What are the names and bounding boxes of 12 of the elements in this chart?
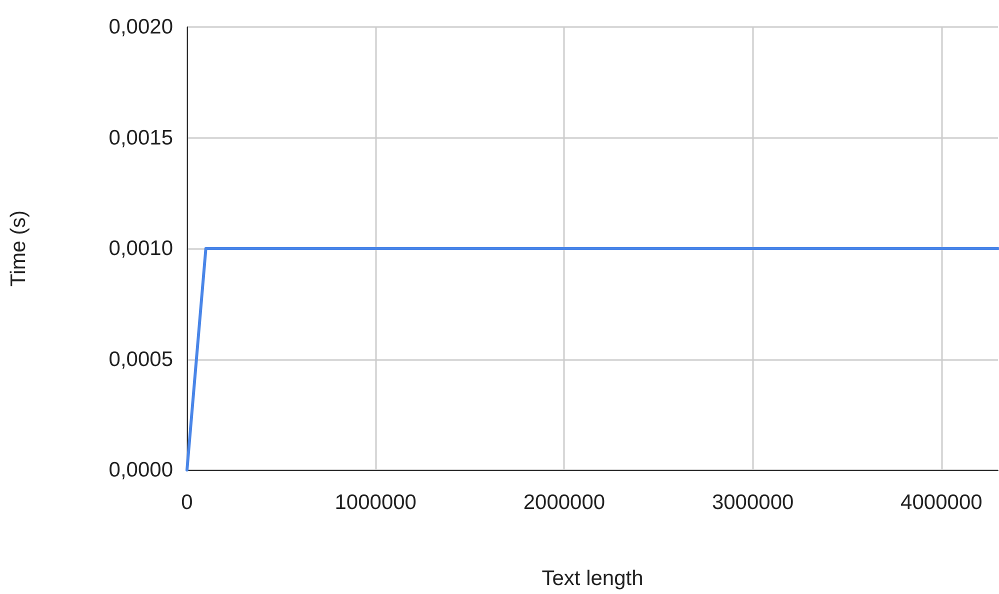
- y-tick-label: 0,0005: [108, 348, 173, 371]
- y-tick-label: 0,0015: [108, 126, 173, 150]
- y-tick-label: 0,0010: [108, 237, 173, 260]
- x-tick-label: 3000000: [712, 491, 794, 514]
- x-axis-title: Text length: [542, 567, 644, 590]
- y-tick-label: 0,0000: [108, 458, 173, 482]
- x-tick-label: 4000000: [900, 491, 982, 514]
- x-tick-label: 0: [181, 491, 193, 514]
- x-tick-label: 2000000: [523, 491, 606, 514]
- y-axis-title: Time (s): [7, 210, 30, 287]
- x-tick-label: 1000000: [334, 491, 416, 514]
- y-tick-label: 0,0020: [108, 16, 173, 38]
